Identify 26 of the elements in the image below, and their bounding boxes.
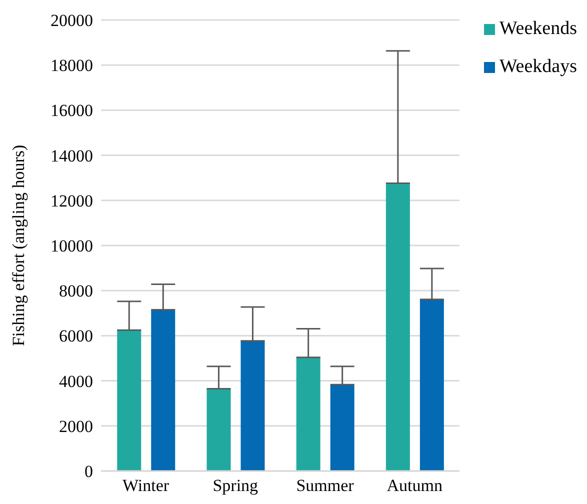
- x-tick-label: Summer: [296, 476, 354, 496]
- y-tick-label: 18000: [50, 56, 93, 76]
- y-tick-label: 20000: [50, 11, 93, 30]
- y-tick-label: 10000: [50, 236, 93, 256]
- y-tick-label: 14000: [50, 146, 93, 166]
- legend-label: Weekends: [499, 18, 577, 39]
- y-axis-title: Fishing effort (angling hours): [9, 144, 28, 346]
- y-tick-label: 16000: [50, 101, 93, 120]
- y-tick-label: 6000: [59, 326, 93, 346]
- bar: [206, 388, 231, 471]
- x-tick-label: Spring: [212, 476, 259, 496]
- y-tick-label: 12000: [50, 191, 93, 210]
- x-tick-label: Autumn: [386, 476, 443, 496]
- y-tick-label: 4000: [59, 372, 93, 391]
- bar: [386, 183, 410, 471]
- bar: [117, 330, 142, 471]
- bar: [151, 310, 176, 471]
- x-tick-label: Winter: [122, 476, 170, 496]
- bar: [240, 340, 265, 471]
- bar: [296, 357, 320, 471]
- bar: [330, 384, 354, 471]
- y-tick-label: 2000: [59, 416, 93, 436]
- y-tick-label: 8000: [59, 282, 93, 301]
- y-tick-label: 0: [84, 462, 93, 482]
- legend-label: Weekdays: [499, 56, 577, 77]
- bar: [420, 299, 444, 471]
